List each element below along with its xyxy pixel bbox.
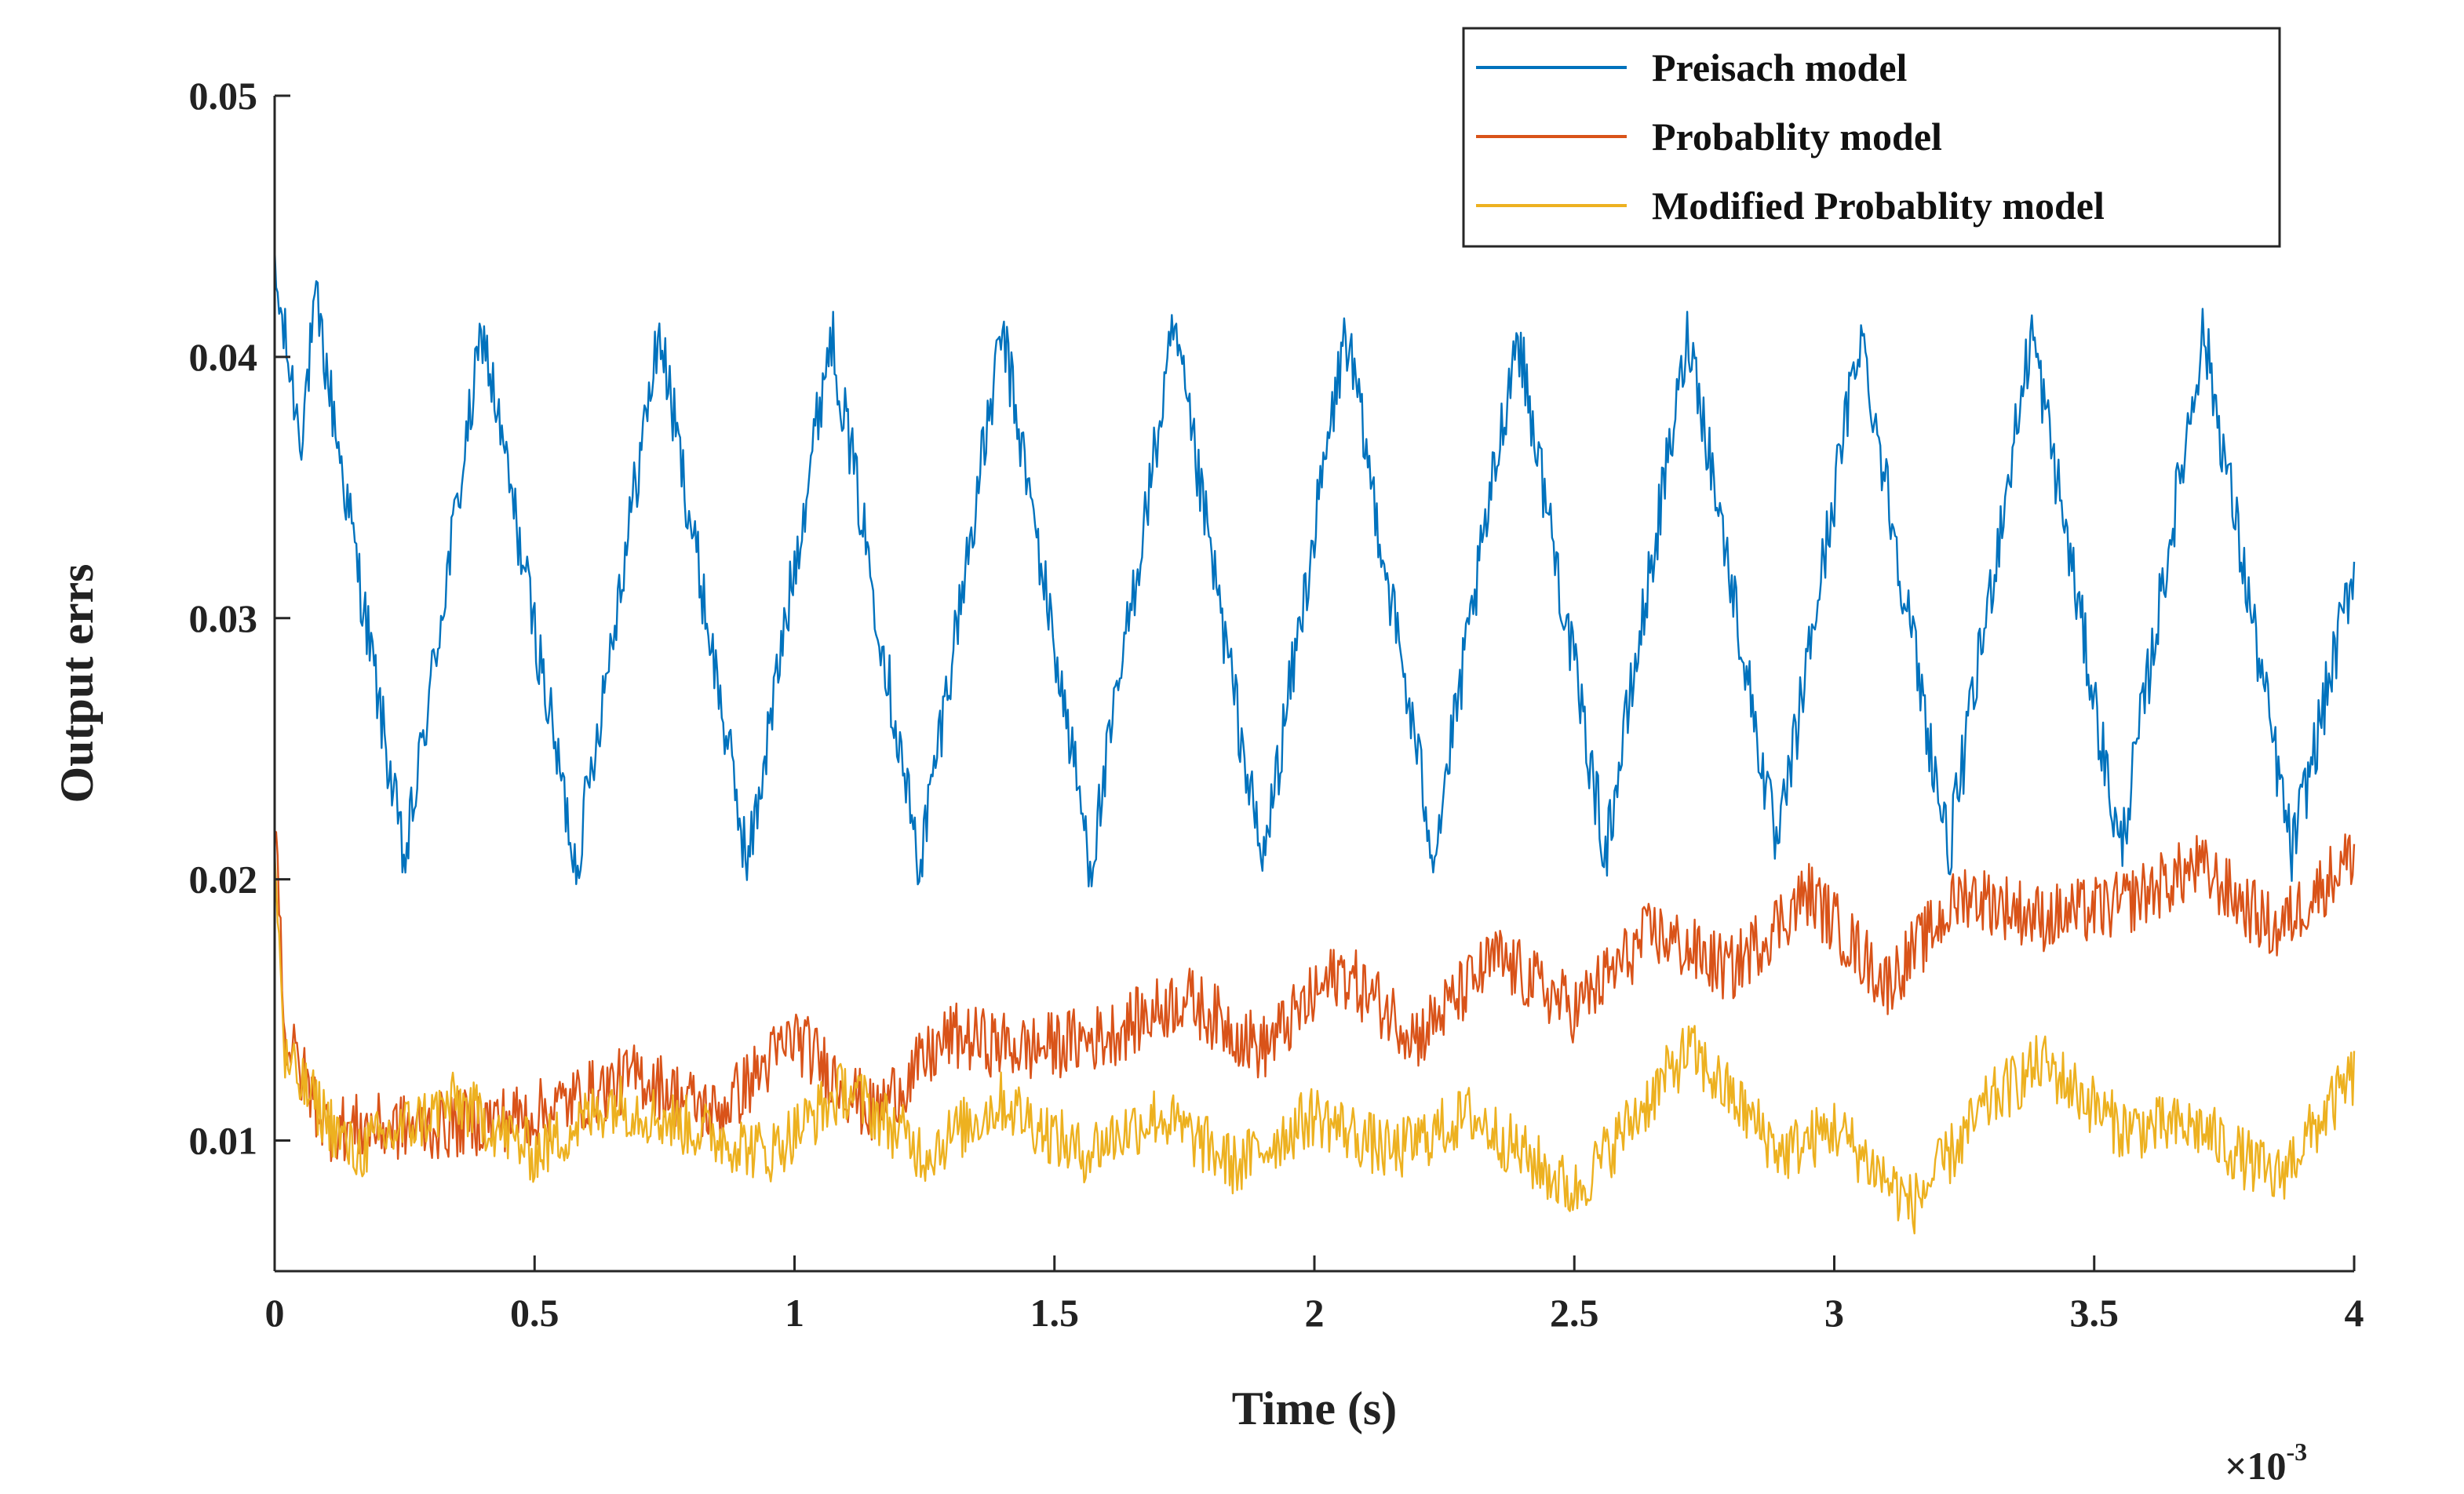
series-layer <box>273 248 2356 1235</box>
x-tick-label: 1 <box>785 1291 804 1335</box>
series-line-modified-probablity-model <box>273 852 2356 1235</box>
y-tick-label: 0.01 <box>189 1119 258 1163</box>
y-tick-label: 0.03 <box>189 596 258 640</box>
x-tick-label: 0.5 <box>510 1291 560 1335</box>
x-tick-label: 3.5 <box>2070 1291 2120 1335</box>
x-tick-label: 2 <box>1305 1291 1325 1335</box>
x-axis-title: Time (s) <box>1232 1383 1398 1434</box>
y-axis-title: Output errs <box>51 564 103 803</box>
plot-area <box>275 96 2354 1271</box>
legend-entry-label: Probablity model <box>1652 115 1942 159</box>
x-exponent-power: -3 <box>2287 1438 2308 1466</box>
x-tick-label: 3 <box>1824 1291 1844 1335</box>
legend-entry-label: Modified Probablity model <box>1652 184 2105 228</box>
legend: Preisach model Probablity model Modified P… <box>1462 27 2281 248</box>
x-exponent-base: ×10 <box>2225 1444 2287 1488</box>
x-tick-label: 1.5 <box>1030 1291 1080 1335</box>
x-tick-label: 4 <box>2345 1291 2364 1335</box>
legend-entry-label: Preisach model <box>1652 46 1908 89</box>
x-exponent-label: ×10-3 <box>2225 1438 2307 1488</box>
y-tick-label: 0.05 <box>189 74 258 118</box>
axes-layer: 0 0.5 1 1.5 2 2.5 3 3.5 4 0.01 0.02 0.03 0.04 0.05 <box>189 74 2364 1335</box>
y-tick-label: 0.02 <box>189 858 258 902</box>
series-line-probablity-model <box>274 830 2356 1163</box>
y-tick-label: 0.04 <box>189 335 258 379</box>
series-line-preisach-model <box>273 248 2356 887</box>
x-tick-label: 0 <box>265 1291 285 1335</box>
x-tick-label: 2.5 <box>1550 1291 1599 1335</box>
